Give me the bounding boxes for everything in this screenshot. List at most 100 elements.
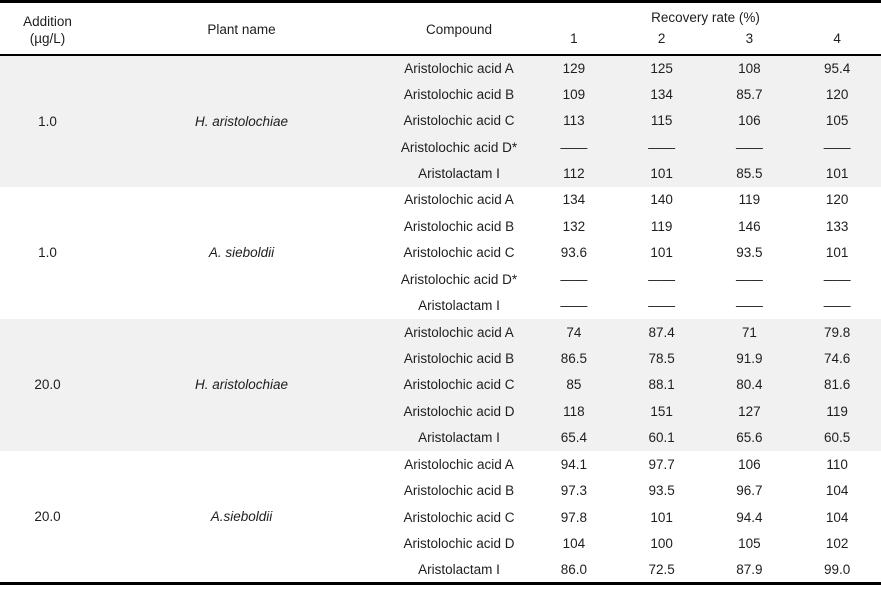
recovery-value-cell-4: 105: [793, 107, 881, 134]
table-row: Aristolochic acid B 132 119 146 133: [0, 213, 881, 239]
recovery-value-cell-1: 86.5: [530, 345, 618, 372]
addition-header-line1: Addition: [23, 13, 72, 29]
table-row: Aristolochic acid D 118 151 127 119: [0, 398, 881, 425]
recovery-value-cell-4: 101: [825, 245, 849, 261]
compound-cell: Aristolochic acid A: [404, 456, 514, 472]
recovery-value-cell-2: 119: [650, 218, 673, 234]
recovery-value-cell-1: 109: [530, 80, 618, 108]
recovery-value-cell-4: 104: [825, 509, 849, 525]
recovery-value-cell-3: ——: [735, 271, 763, 287]
addition-column-header: Addition (µg/L): [0, 2, 95, 55]
recovery-value-cell-2: 97.7: [648, 456, 675, 472]
recovery-value-cell-3: 87.9: [736, 561, 763, 577]
table-row: Aristolactam I 112 101 85.5 101: [0, 160, 881, 187]
recovery-value-cell-2: 115: [617, 107, 706, 134]
recovery-value-cell-3: 80.4: [705, 371, 794, 399]
compound-cell: Aristolochic acid D: [403, 536, 515, 552]
table-row: 1.0 A. sieboldii Aristolochic acid A 134 140…: [0, 187, 881, 260]
recovery-value-cell-3: 146: [738, 218, 761, 234]
compound-cell: Aristolochic acid C: [388, 107, 530, 134]
recovery-value-cell-2: 125: [617, 54, 706, 81]
recovery-value-cell-2: 134: [617, 80, 706, 108]
recovery-value-cell-2: 101: [617, 160, 706, 187]
plant-name-cell: H. aristolochiae: [95, 54, 388, 187]
recovery-value-cell-1: ——: [560, 271, 588, 287]
compound-cell: Aristolochic acid B: [388, 345, 530, 372]
recovery-value-cell-4: ——: [823, 298, 851, 314]
recovery-value-cell-4: 79.8: [793, 318, 881, 346]
recovery-value-cell-4: 101: [793, 160, 881, 187]
recovery-value-cell-1: 74: [530, 318, 618, 346]
recovery-value-cell-3: 85.7: [705, 80, 794, 108]
compound-column-header: Compound: [425, 22, 493, 38]
recovery-value-cell-2: 78.5: [617, 345, 706, 372]
recovery-value-cell-1: 113: [530, 107, 618, 134]
compound-cell: Aristolactam I: [418, 298, 500, 314]
run-3-header: 3: [745, 30, 754, 46]
recovery-value-cell-4: ——: [823, 271, 851, 287]
run-2-header: 2: [657, 30, 666, 46]
recovery-value-cell-3: 65.6: [705, 424, 794, 452]
recovery-value-cell-4: 133: [825, 218, 849, 234]
recovery-value-cell-1: 104: [562, 536, 586, 552]
compound-cell: Aristolochic acid A: [388, 54, 530, 81]
recovery-value-cell-3: 127: [705, 398, 794, 425]
recovery-value-cell-1: 118: [530, 398, 618, 425]
addition-cell: 1.0: [0, 54, 95, 187]
recovery-value-cell-3: 96.7: [736, 483, 763, 499]
recovery-value-cell-3: ——: [705, 133, 794, 161]
compound-cell: Aristolochic acid C: [403, 245, 515, 261]
header-row-sub: 1 2 3 4: [0, 30, 881, 55]
addition-cell: 20.0: [0, 318, 95, 452]
compound-cell: Aristolactam I: [418, 561, 500, 577]
table-body: 1.0 H. aristolochiae Aristolochic acid A 12…: [0, 54, 881, 584]
table-row: Aristolactam I 65.4 60.1 65.6 60.5: [0, 424, 881, 452]
table-row: 20.0 A.sieboldii Aristolochic acid A 94.1 97…: [0, 451, 881, 524]
recovery-value-cell-3: ——: [735, 298, 763, 314]
recovery-value-cell-4: 102: [825, 536, 849, 552]
recovery-value-cell-3: 94.4: [736, 509, 763, 525]
recovery-value-cell-3: 93.5: [736, 245, 763, 261]
recovery-value-cell-1: 85: [530, 371, 618, 399]
recovery-rate-group-header: Recovery rate (%): [651, 10, 760, 26]
recovery-value-cell-2: 72.5: [648, 561, 675, 577]
recovery-value-cell-2: ——: [617, 133, 706, 161]
addition-cell: 1.0: [38, 245, 57, 261]
recovery-value-cell-2: ——: [648, 271, 676, 287]
recovery-value-cell-3: 108: [705, 54, 794, 81]
recovery-value-cell-3: 91.9: [705, 345, 794, 372]
addition-cell: 20.0: [34, 508, 61, 524]
table-row: Aristolochic acid D* —— —— —— ——: [0, 133, 881, 161]
compound-cell: Aristolochic acid D*: [400, 271, 518, 287]
recovery-value-cell-1: 132: [562, 218, 586, 234]
compound-cell: Aristolochic acid A: [388, 318, 530, 346]
recovery-value-cell-1: ——: [530, 133, 618, 161]
recovery-value-cell-2: 60.1: [617, 424, 706, 452]
compound-cell: Aristolochic acid D: [388, 398, 530, 425]
recovery-value-cell-1: 134: [562, 192, 586, 208]
plant-name-cell: H. aristolochiae: [95, 318, 388, 452]
compound-cell: Aristolochic acid C: [388, 371, 530, 399]
recovery-value-cell-3: 106: [738, 456, 761, 472]
recovery-value-cell-3: 71: [705, 318, 794, 346]
table-row: Aristolochic acid C 113 115 106 105: [0, 107, 881, 134]
compound-cell: Aristolochic acid B: [403, 483, 515, 499]
recovery-value-cell-2: 87.4: [617, 318, 706, 346]
plant-name-cell: A. sieboldii: [208, 245, 275, 261]
recovery-value-cell-1: 129: [530, 54, 618, 81]
recovery-value-cell-1: 94.1: [560, 456, 588, 472]
run-1-header: 1: [570, 30, 578, 46]
recovery-value-cell-3: 119: [738, 192, 761, 208]
recovery-value-cell-1: 112: [530, 160, 618, 187]
recovery-value-cell-4: 60.5: [793, 424, 881, 452]
table-row: 1.0 H. aristolochiae Aristolochic acid A 12…: [0, 54, 881, 187]
recovery-value-cell-4: 95.4: [793, 54, 881, 81]
table-row: Aristolochic acid D 104 100 105 102: [0, 530, 881, 556]
recovery-value-cell-4: 99.0: [824, 561, 851, 577]
recovery-value-cell-2: 88.1: [617, 371, 706, 399]
table-row: Aristolactam I —— —— —— ——: [0, 292, 881, 318]
compound-cell: Aristolochic acid B: [388, 80, 530, 108]
recovery-value-cell-2: ——: [648, 298, 676, 314]
table-row: Aristolactam I 86.0 72.5 87.9 99.0: [0, 557, 881, 583]
run-4-header: 4: [833, 30, 841, 46]
